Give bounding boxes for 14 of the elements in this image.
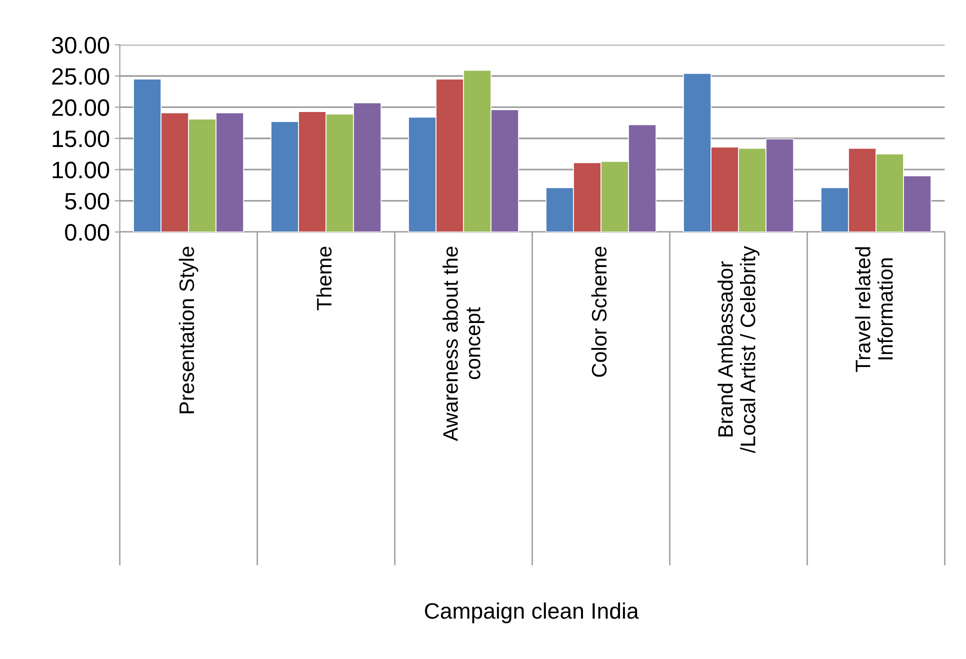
- y-tick-label: 5.00: [65, 192, 110, 210]
- y-tick-label: 15.00: [52, 130, 110, 148]
- y-tick-label: 10.00: [52, 162, 110, 178]
- x-tick-label: Presentation Style: [178, 246, 198, 414]
- x-tick-label: Theme: [316, 246, 332, 310]
- x-tick-label: Travel related Information: [855, 247, 893, 372]
- text: Campaign clean India: [424, 602, 639, 624]
- x-tick-label: Brand Ambassador /Local Artist / Celebrity: [718, 246, 760, 454]
- y-tick-label: 20.00: [52, 99, 110, 116]
- x-tick-label: Color Scheme: [591, 246, 607, 377]
- y-tick-label: 25.00: [52, 68, 110, 85]
- y-tick-label: 30.00: [52, 36, 110, 54]
- x-tick-label: Awareness about the concept: [442, 246, 484, 442]
- y-tick-label: 0.00: [65, 224, 110, 241]
